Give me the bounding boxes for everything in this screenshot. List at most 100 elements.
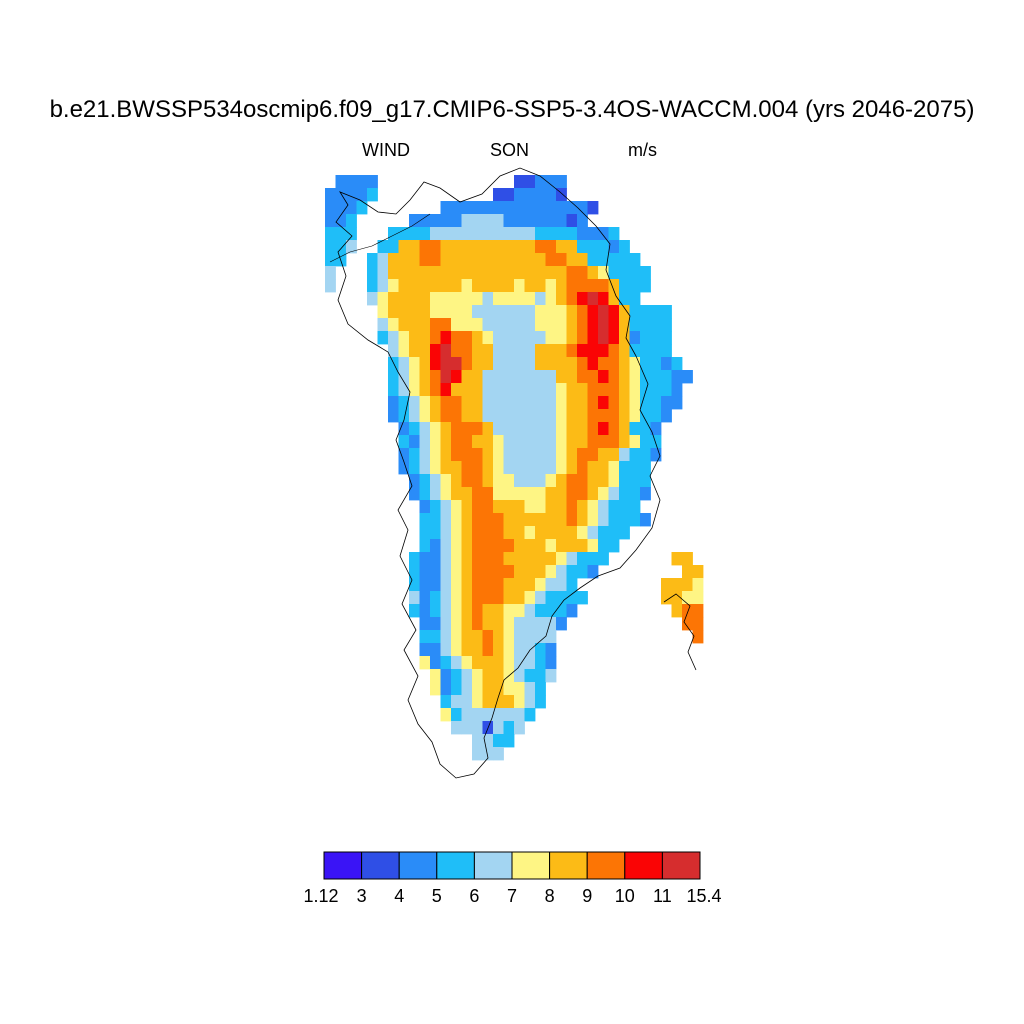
grid-cell	[461, 344, 473, 358]
grid-cell	[419, 318, 431, 332]
grid-cell	[682, 370, 693, 384]
grid-cell	[545, 344, 557, 358]
grid-cell	[482, 513, 494, 527]
grid-cell	[367, 292, 378, 306]
grid-cell	[482, 474, 494, 488]
grid-cell	[461, 266, 473, 280]
grid-cell	[556, 344, 567, 358]
grid-cell	[598, 344, 609, 358]
grid-cell	[545, 266, 557, 280]
grid-cell	[388, 279, 399, 293]
grid-cell	[587, 370, 599, 384]
grid-cell	[556, 461, 567, 475]
grid-cell	[430, 279, 441, 293]
grid-cell	[451, 682, 462, 696]
grid-cell	[503, 331, 515, 345]
grid-cell	[451, 513, 462, 527]
grid-cell	[482, 487, 494, 501]
grid-cell	[535, 305, 546, 319]
grid-cell	[535, 266, 546, 280]
grid-cell	[482, 578, 494, 592]
grid-cell	[619, 292, 630, 306]
grid-cell	[524, 500, 536, 514]
grid-cell	[524, 279, 536, 293]
grid-cell	[556, 253, 567, 267]
grid-cell	[608, 370, 620, 384]
grid-cell	[577, 253, 588, 267]
grid-cell	[629, 292, 641, 306]
grid-cell	[629, 500, 641, 514]
grid-cell	[629, 487, 641, 501]
grid-cell	[524, 370, 536, 384]
chart-title: b.e21.BWSSP534oscmip6.f09_g17.CMIP6-SSP5…	[49, 96, 975, 123]
grid-cell	[461, 279, 473, 293]
grid-cell	[514, 292, 525, 306]
colorbar-tick-label: 10	[615, 886, 635, 906]
grid-cell	[472, 305, 483, 319]
grid-cell	[545, 448, 557, 462]
grid-cell	[545, 409, 557, 423]
grid-cell	[419, 630, 431, 644]
grid-cell	[430, 604, 441, 618]
grid-cell	[419, 240, 431, 254]
grid-cell	[503, 513, 515, 527]
grid-cell	[493, 591, 504, 605]
grid-cell	[409, 435, 420, 449]
grid-cell	[545, 435, 557, 449]
grid-cell	[398, 266, 410, 280]
grid-cell	[472, 383, 483, 397]
grid-cell	[367, 175, 378, 189]
grid-cell	[440, 500, 452, 514]
grid-cell	[346, 214, 357, 228]
grid-cell	[409, 370, 420, 384]
grid-cell	[566, 279, 578, 293]
grid-cell	[608, 409, 620, 423]
grid-cell	[461, 214, 473, 228]
grid-cell	[608, 266, 620, 280]
colorbar-swatch	[586, 851, 626, 880]
grid-cell	[524, 656, 536, 670]
grid-cell	[430, 630, 441, 644]
grid-cell	[661, 357, 672, 371]
grid-cell	[493, 448, 504, 462]
grid-cell	[419, 253, 431, 267]
grid-cell	[577, 383, 588, 397]
grid-cell	[524, 175, 536, 189]
grid-cell	[503, 474, 515, 488]
grid-cell	[503, 318, 515, 332]
grid-cell	[472, 240, 483, 254]
grid-cell	[430, 344, 441, 358]
grid-cell	[577, 318, 588, 332]
grid-cell	[629, 435, 641, 449]
grid-cell	[671, 552, 683, 566]
grid-cell	[619, 305, 630, 319]
grid-cell	[377, 331, 389, 345]
grid-cell	[451, 305, 462, 319]
grid-cell	[545, 201, 557, 215]
grid-cell	[419, 357, 431, 371]
grid-cell	[535, 474, 546, 488]
grid-cell	[524, 578, 536, 592]
grid-cell	[440, 526, 452, 540]
grid-cell	[493, 357, 504, 371]
grid-cell	[524, 708, 536, 722]
grid-cell	[577, 526, 588, 540]
grid-cell	[472, 500, 483, 514]
grid-cell	[398, 383, 410, 397]
grid-cell	[398, 409, 410, 423]
grid-cell	[430, 214, 441, 228]
grid-cell	[556, 617, 567, 631]
grid-cell	[535, 552, 546, 566]
grid-cell	[451, 318, 462, 332]
grid-cell	[577, 487, 588, 501]
grid-cell	[524, 474, 536, 488]
grid-cell	[556, 474, 567, 488]
grid-cell	[430, 448, 441, 462]
colorbar-swatch	[323, 851, 363, 880]
colorbar-swatch	[473, 851, 513, 880]
grid-cell	[535, 630, 546, 644]
grid-cell	[430, 396, 441, 410]
grid-cell	[503, 604, 515, 618]
grid-cell	[451, 409, 462, 423]
grid-cell	[409, 461, 420, 475]
